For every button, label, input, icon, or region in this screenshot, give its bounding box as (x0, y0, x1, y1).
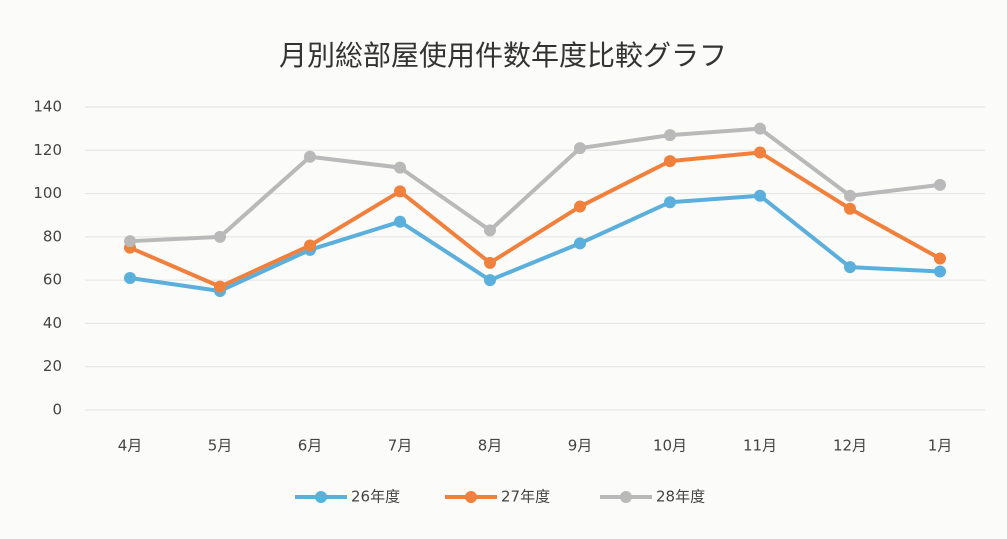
point (574, 142, 586, 155)
point (934, 265, 946, 278)
point (664, 196, 676, 209)
point (574, 200, 586, 213)
y-tick-label: 120 (33, 141, 62, 159)
series-line (129, 126, 941, 244)
legend-label: 26年度 (351, 488, 400, 506)
chart-title: 月別総部屋使用件数年度比較グラフ (279, 39, 727, 72)
point (934, 178, 946, 191)
point (934, 252, 946, 265)
point (304, 239, 316, 252)
x-tick-label: 1月 (928, 437, 953, 455)
point (214, 230, 226, 243)
x-tick-label: 8月 (478, 437, 503, 455)
series-line (129, 193, 941, 293)
point (394, 161, 406, 174)
x-tick-label: 11月 (743, 437, 777, 455)
point (754, 122, 766, 135)
point (664, 155, 676, 168)
legend-label: 27年度 (501, 488, 550, 506)
legend-label: 28年度 (656, 488, 705, 506)
point (214, 280, 226, 293)
y-tick-label: 20 (43, 357, 62, 375)
y-tick-label: 80 (43, 227, 62, 245)
point (484, 224, 496, 237)
x-tick-label: 6月 (298, 437, 323, 455)
point (304, 150, 316, 163)
y-tick-label: 0 (52, 401, 62, 419)
y-tick-label: 100 (33, 184, 62, 202)
legend-marker (620, 491, 632, 503)
legend-marker (465, 491, 477, 503)
x-tick-label: 5月 (208, 437, 233, 455)
y-tick-label: 60 (43, 271, 62, 289)
point (124, 235, 136, 248)
point (394, 215, 406, 228)
point (844, 189, 856, 202)
point (844, 202, 856, 215)
point (124, 271, 136, 284)
x-tick-label: 4月 (118, 437, 143, 455)
x-tick-label: 10月 (653, 437, 687, 455)
point (484, 256, 496, 269)
x-tick-label: 7月 (388, 437, 413, 455)
point (394, 185, 406, 198)
x-tick-label: 9月 (568, 437, 593, 455)
point (664, 129, 676, 142)
y-tick-label: 140 (33, 98, 62, 116)
point (754, 189, 766, 202)
point (484, 274, 496, 287)
y-tick-label: 40 (43, 314, 62, 332)
x-tick-label: 12月 (833, 437, 867, 455)
point (574, 237, 586, 250)
point (844, 261, 856, 274)
series-line (129, 150, 941, 289)
legend-marker (315, 491, 327, 503)
point (754, 146, 766, 159)
